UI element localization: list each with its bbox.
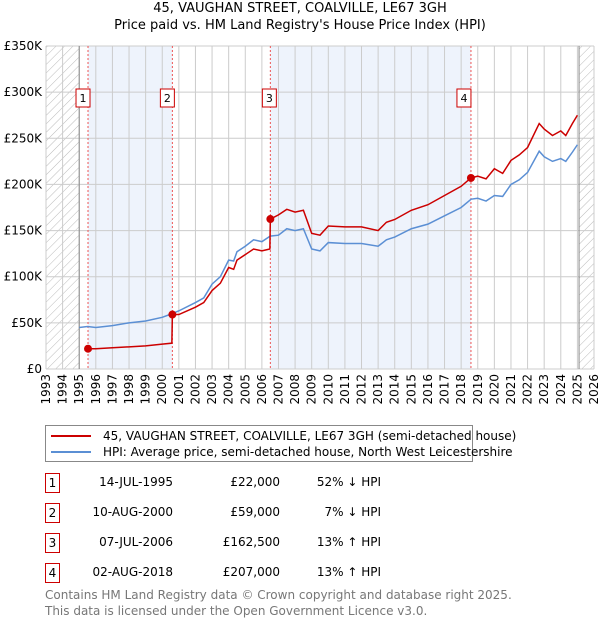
x-tick-label: 2009 [305, 374, 319, 405]
sale-hpi-diff: 13% ↑ HPI [316, 565, 381, 579]
x-tick-label: 2026 [587, 374, 600, 405]
sale-number: 2 [45, 503, 60, 523]
sale-hpi-diff: 13% ↑ HPI [316, 535, 381, 549]
x-tick-label: 2004 [222, 374, 236, 405]
blue-line-swatch [51, 451, 91, 453]
x-tick-label: 2016 [421, 374, 435, 405]
sale-price: £207,000 [222, 565, 280, 579]
sale-price: £59,000 [230, 505, 280, 519]
x-tick-label: 2018 [454, 374, 468, 405]
sale-row: 3 07-JUL-2006 £162,500 13% ↑ HPI [45, 533, 465, 553]
x-tick-label: 1999 [139, 374, 153, 405]
x-tick-label: 1996 [89, 374, 103, 405]
x-tick-label: 2005 [238, 374, 252, 405]
x-tick-label: 2024 [554, 374, 568, 405]
y-tick-label: £100K [4, 270, 44, 284]
x-tick-label: 1994 [56, 374, 70, 405]
y-tick-label: £150K [4, 224, 44, 238]
sale-date: 14-JUL-1995 [99, 475, 173, 489]
shaded-period [270, 46, 471, 369]
footer-copyright: Contains HM Land Registry data © Crown c… [45, 588, 512, 602]
hpi-line [79, 144, 579, 329]
x-tick-label: 2012 [355, 374, 369, 405]
sale-label-box [75, 88, 91, 108]
sale-date: 02-AUG-2018 [92, 565, 174, 579]
sale-number: 4 [45, 563, 60, 583]
sale-point [266, 215, 275, 224]
legend-label: 45, VAUGHAN STREET, COALVILLE, LE67 3GH … [103, 429, 517, 443]
x-tick-label: 2014 [388, 374, 402, 405]
x-tick-label: 2002 [188, 374, 202, 405]
x-tick-label: 2019 [471, 374, 485, 405]
sale-label-box [159, 88, 175, 108]
red-line-swatch [51, 435, 91, 437]
sale-point [466, 173, 475, 182]
sale-label: 2 [164, 92, 171, 105]
x-tick-label: 1995 [72, 374, 86, 405]
x-tick-label: 2003 [205, 374, 219, 405]
sale-price: £162,500 [222, 535, 280, 549]
legend: 45, VAUGHAN STREET, COALVILLE, LE67 3GH … [45, 425, 516, 462]
sale-price: £22,000 [230, 475, 280, 489]
x-tick-label: 2017 [438, 374, 452, 405]
sale-point [168, 310, 177, 319]
y-tick-label: £350K [4, 39, 44, 53]
sale-row: 2 10-AUG-2000 £59,000 7% ↓ HPI [45, 503, 465, 523]
y-tick-label: £300K [4, 85, 44, 99]
y-tick-label: £0 [27, 362, 42, 376]
x-tick-label: 2007 [271, 374, 285, 405]
sale-hpi-diff: 7% ↓ HPI [324, 505, 381, 519]
y-tick-label: £250K [4, 131, 44, 145]
x-tick-label: 1998 [122, 374, 136, 405]
legend-item-hpi: HPI: Average price, semi-detached house,… [51, 444, 513, 460]
legend-label: HPI: Average price, semi-detached house,… [103, 445, 513, 459]
sale-row: 1 14-JUL-1995 £22,000 52% ↓ HPI [45, 473, 465, 493]
x-tick-label: 1993 [39, 374, 53, 405]
x-tick-label: 2013 [371, 374, 385, 405]
chart-subtitle: Price paid vs. HM Land Registry's House … [114, 18, 486, 33]
x-tick-label: 2022 [521, 374, 535, 405]
y-tick-label: £50K [11, 316, 43, 330]
x-tick-label: 2023 [537, 374, 551, 405]
sale-label-box [261, 88, 277, 108]
sale-label: 4 [460, 92, 467, 105]
x-tick-label: 2021 [504, 374, 518, 405]
sale-label: 3 [266, 92, 273, 105]
sale-row: 4 02-AUG-2018 £207,000 13% ↑ HPI [45, 563, 465, 583]
sale-label: 1 [80, 92, 87, 105]
chart-title: 45, VAUGHAN STREET, COALVILLE, LE67 3GH [153, 1, 447, 16]
sale-point [84, 344, 93, 353]
x-tick-label: 1997 [105, 374, 119, 405]
hatched-region [579, 46, 594, 369]
x-tick-label: 2000 [155, 374, 169, 405]
price-chart: £0 £50K £100K £150K £200K £250K £300K £350K 1993… [4, 39, 600, 405]
y-tick-label: £200K [4, 177, 44, 191]
price-paid-line [88, 114, 579, 350]
x-tick-label: 2010 [321, 374, 335, 405]
sale-date: 10-AUG-2000 [92, 505, 174, 519]
shaded-period [88, 46, 173, 369]
x-tick-label: 2020 [487, 374, 501, 405]
x-tick-label: 2025 [570, 374, 584, 405]
x-tick-label: 2006 [255, 374, 269, 405]
sale-number: 3 [45, 533, 60, 553]
sale-date: 07-JUL-2006 [99, 535, 173, 549]
x-tick-label: 2015 [404, 374, 418, 405]
x-tick-label: 2008 [288, 374, 302, 405]
sale-hpi-diff: 52% ↓ HPI [316, 475, 381, 489]
x-tick-label: 2001 [172, 374, 186, 405]
footer-licence: This data is licensed under the Open Gov… [45, 604, 428, 618]
sale-label-box [456, 88, 472, 108]
x-tick-label: 2011 [338, 374, 352, 405]
sale-number: 1 [45, 473, 60, 493]
legend-item-property: 45, VAUGHAN STREET, COALVILLE, LE67 3GH … [51, 428, 516, 444]
